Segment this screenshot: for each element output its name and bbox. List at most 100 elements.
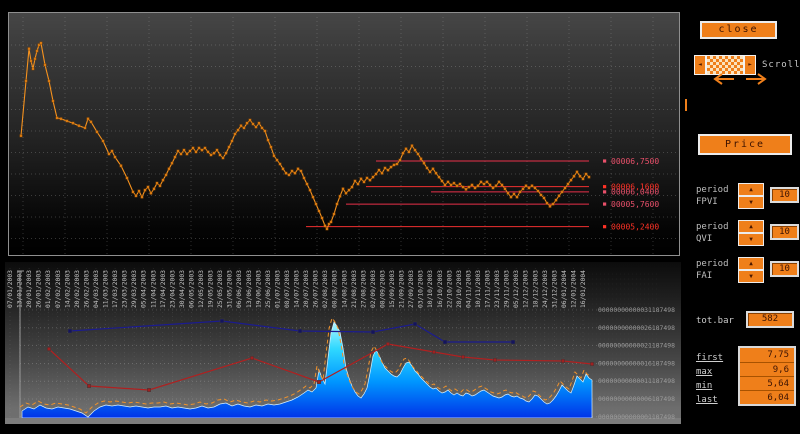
svg-text:00000000000021187498: 00000000000021187498 bbox=[598, 342, 675, 350]
svg-text:04/03/2003: 04/03/2003 bbox=[93, 270, 100, 308]
svg-text:01/02/2003: 01/02/2003 bbox=[45, 270, 52, 308]
scroll-thumb[interactable] bbox=[706, 55, 744, 75]
price-button[interactable]: Price bbox=[698, 134, 792, 155]
svg-text:26/07/2003: 26/07/2003 bbox=[313, 270, 320, 308]
fai-word: FAI bbox=[696, 271, 713, 281]
scroll-right-button[interactable]: ► bbox=[744, 55, 756, 75]
qvi-spinner[interactable]: ▲ ▼ bbox=[738, 220, 764, 246]
period-row-fpvi: period FPVI ▲ ▼ 10 bbox=[696, 183, 800, 213]
bottom-baseline-strip bbox=[5, 418, 681, 424]
period-qvi-label: period QVI bbox=[696, 221, 729, 245]
svg-text:00000000000031187498: 00000000000031187498 bbox=[598, 306, 675, 314]
svg-text:21/09/2003: 21/09/2003 bbox=[399, 270, 406, 308]
svg-text:27/09/2003: 27/09/2003 bbox=[408, 270, 415, 308]
svg-text:20/01/2003: 20/01/2003 bbox=[26, 270, 33, 308]
svg-text:27/08/2003: 27/08/2003 bbox=[360, 270, 367, 308]
svg-text:06/01/2004: 06/01/2004 bbox=[561, 270, 568, 308]
svg-text:00000000000016187498: 00000000000016187498 bbox=[598, 359, 675, 367]
scroll-label: Scroll bbox=[762, 60, 800, 70]
qvi-word: QVI bbox=[696, 234, 713, 244]
up-triangle-icon: ▲ bbox=[749, 260, 753, 267]
pan-right-arrow-icon[interactable] bbox=[744, 73, 770, 85]
price-markers bbox=[19, 41, 591, 231]
down-triangle-icon: ▼ bbox=[749, 199, 753, 206]
indicator-panel: 07/01/200313/01/200320/01/200326/01/2003… bbox=[5, 262, 681, 424]
fai-spinner[interactable]: ▲ ▼ bbox=[738, 257, 764, 283]
svg-text:06/05/2003: 06/05/2003 bbox=[188, 270, 195, 308]
fpvi-value-field[interactable]: 10 bbox=[770, 187, 799, 203]
period-row-qvi: period QVI ▲ ▼ 10 bbox=[696, 220, 800, 250]
svg-text:23/04/2003: 23/04/2003 bbox=[169, 270, 176, 308]
totbar-label: tot.bar bbox=[696, 316, 734, 326]
qvi-value-field[interactable]: 10 bbox=[770, 224, 799, 240]
svg-text:05/04/2003: 05/04/2003 bbox=[141, 270, 148, 308]
period-fpvi-label: period FPVI bbox=[696, 184, 729, 208]
svg-text:22/10/2003: 22/10/2003 bbox=[446, 270, 453, 308]
svg-text:23/11/2003: 23/11/2003 bbox=[494, 270, 501, 308]
svg-text:10/11/2003: 10/11/2003 bbox=[475, 270, 482, 308]
cursor-mark bbox=[685, 99, 687, 111]
svg-text:20/07/2003: 20/07/2003 bbox=[303, 270, 310, 308]
fpvi-word: FPVI bbox=[696, 197, 718, 207]
svg-text:14/08/2003: 14/08/2003 bbox=[341, 270, 348, 308]
svg-text:08/08/2003: 08/08/2003 bbox=[332, 270, 339, 308]
close-button[interactable]: close bbox=[700, 21, 777, 39]
svg-text:00005,2400: 00005,2400 bbox=[611, 222, 659, 231]
svg-text:08/07/2003: 08/07/2003 bbox=[284, 270, 291, 308]
volume-dashed-overlay bbox=[19, 316, 591, 414]
svg-text:24/12/2003: 24/12/2003 bbox=[542, 270, 549, 308]
fai-spin-down-button[interactable]: ▼ bbox=[738, 270, 764, 283]
svg-text:00000000000001187498: 00000000000001187498 bbox=[598, 413, 675, 421]
svg-text:25/05/2003: 25/05/2003 bbox=[217, 270, 224, 308]
svg-text:29/03/2003: 29/03/2003 bbox=[131, 270, 138, 308]
pan-left-arrow-icon[interactable] bbox=[710, 73, 736, 85]
fpvi-spin-up-button[interactable]: ▲ bbox=[738, 183, 764, 196]
stat-label-max: max bbox=[696, 367, 713, 377]
top-grid bbox=[11, 17, 677, 254]
svg-text:28/10/2003: 28/10/2003 bbox=[456, 270, 463, 308]
period-row-fai: period FAI ▲ ▼ 10 bbox=[696, 257, 800, 287]
svg-text:06/06/2003: 06/06/2003 bbox=[236, 270, 243, 308]
svg-text:17/11/2003: 17/11/2003 bbox=[485, 270, 492, 308]
svg-text:18/12/2003: 18/12/2003 bbox=[532, 270, 539, 308]
svg-text:05/12/2003: 05/12/2003 bbox=[513, 270, 520, 308]
period-word: period bbox=[696, 259, 729, 269]
stat-value-min: 5,64 bbox=[740, 376, 794, 390]
period-fai-label: period FAI bbox=[696, 258, 729, 282]
svg-text:10/10/2003: 10/10/2003 bbox=[427, 270, 434, 308]
qvi-spin-down-button[interactable]: ▼ bbox=[738, 233, 764, 246]
qvi-spin-up-button[interactable]: ▲ bbox=[738, 220, 764, 233]
svg-text:20/02/2003: 20/02/2003 bbox=[74, 270, 81, 308]
red-indicator-line-markers bbox=[47, 342, 594, 392]
svg-text:14/02/2003: 14/02/2003 bbox=[64, 270, 71, 308]
svg-text:16/10/2003: 16/10/2003 bbox=[437, 270, 444, 308]
totbar-value-field[interactable]: 582 bbox=[746, 311, 794, 328]
fai-value-field[interactable]: 10 bbox=[770, 261, 799, 277]
svg-text:16/01/2004: 16/01/2004 bbox=[580, 270, 587, 308]
svg-text:23/03/2003: 23/03/2003 bbox=[122, 270, 129, 308]
date-axis-labels: 07/01/200313/01/200320/01/200326/01/2003… bbox=[7, 270, 587, 308]
svg-text:30/04/2003: 30/04/2003 bbox=[179, 270, 186, 308]
fai-spin-up-button[interactable]: ▲ bbox=[738, 257, 764, 270]
svg-text:11/03/2003: 11/03/2003 bbox=[103, 270, 110, 308]
period-word: period bbox=[696, 222, 729, 232]
svg-text:14/07/2003: 14/07/2003 bbox=[294, 270, 301, 308]
svg-text:31/05/2003: 31/05/2003 bbox=[227, 270, 234, 308]
up-triangle-icon: ▲ bbox=[749, 186, 753, 193]
fpvi-spinner[interactable]: ▲ ▼ bbox=[738, 183, 764, 209]
svg-text:26/02/2003: 26/02/2003 bbox=[83, 270, 90, 308]
stat-label-last: last bbox=[696, 395, 718, 405]
stats-box: 7,75 9,6 5,64 6,04 bbox=[738, 346, 796, 406]
svg-text:02/08/2003: 02/08/2003 bbox=[322, 270, 329, 308]
svg-text:00006,7500: 00006,7500 bbox=[611, 157, 659, 166]
svg-text:12/12/2003: 12/12/2003 bbox=[523, 270, 530, 308]
price-chart-panel: 00006,7500 00006,1600 00006,0400 00005,7600… bbox=[8, 12, 680, 256]
volume-axis-labels: 00000000000031187498 00000000000026187498… bbox=[598, 306, 675, 421]
scroll-left-button[interactable]: ◄ bbox=[694, 55, 706, 75]
svg-text:19/06/2003: 19/06/2003 bbox=[255, 270, 262, 308]
chart-scrollbar[interactable]: ◄ ► bbox=[694, 55, 756, 75]
down-triangle-icon: ▼ bbox=[749, 236, 753, 243]
fpvi-spin-down-button[interactable]: ▼ bbox=[738, 196, 764, 209]
